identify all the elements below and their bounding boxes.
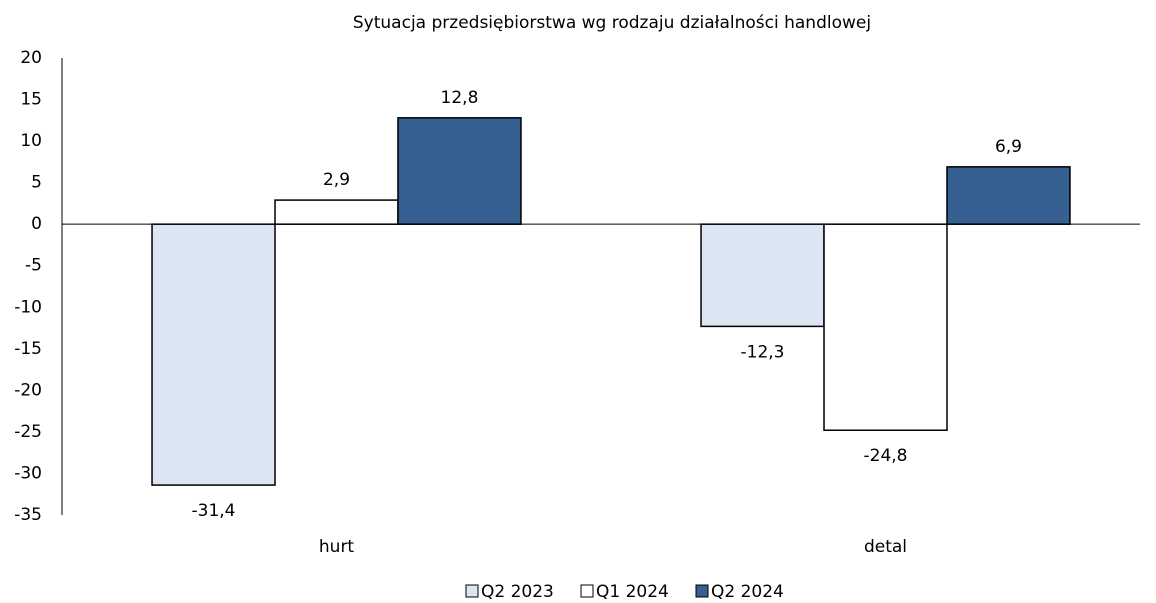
data-label: 6,9 bbox=[995, 137, 1022, 157]
y-tick-label: -10 bbox=[14, 297, 42, 317]
y-tick-label: 15 bbox=[20, 90, 42, 110]
y-tick-label: -20 bbox=[14, 380, 42, 400]
data-label: -12,3 bbox=[741, 342, 785, 362]
y-tick-label: 20 bbox=[20, 48, 42, 68]
bar bbox=[151, 223, 276, 486]
bar bbox=[823, 223, 948, 431]
bar bbox=[274, 199, 399, 225]
data-label: 2,9 bbox=[323, 170, 350, 190]
x-tick-label: hurt bbox=[319, 537, 355, 557]
legend-swatch bbox=[695, 584, 709, 598]
data-label: -24,8 bbox=[864, 446, 908, 466]
y-tick-label: 10 bbox=[20, 131, 42, 151]
legend-label: Q2 2023 bbox=[481, 582, 554, 602]
y-tick-label: -35 bbox=[14, 505, 42, 525]
legend-label: Q1 2024 bbox=[596, 582, 669, 602]
y-tick-label: -15 bbox=[14, 339, 42, 359]
y-tick-label: -25 bbox=[14, 422, 42, 442]
y-tick-label: -5 bbox=[25, 256, 42, 276]
bar bbox=[700, 223, 825, 328]
bar bbox=[397, 117, 522, 225]
chart-title: Sytuacja przedsiębiorstwa wg rodzaju dzi… bbox=[353, 13, 871, 33]
y-tick-label: 5 bbox=[31, 173, 42, 193]
bar bbox=[946, 166, 1071, 225]
data-label: -31,4 bbox=[192, 501, 236, 521]
legend-swatch bbox=[465, 584, 479, 598]
legend-swatch bbox=[580, 584, 594, 598]
y-tick-label: 0 bbox=[31, 214, 42, 234]
legend-label: Q2 2024 bbox=[711, 582, 784, 602]
x-tick-label: detal bbox=[864, 537, 907, 557]
data-label: 12,8 bbox=[441, 88, 479, 108]
y-tick-label: -30 bbox=[14, 463, 42, 483]
